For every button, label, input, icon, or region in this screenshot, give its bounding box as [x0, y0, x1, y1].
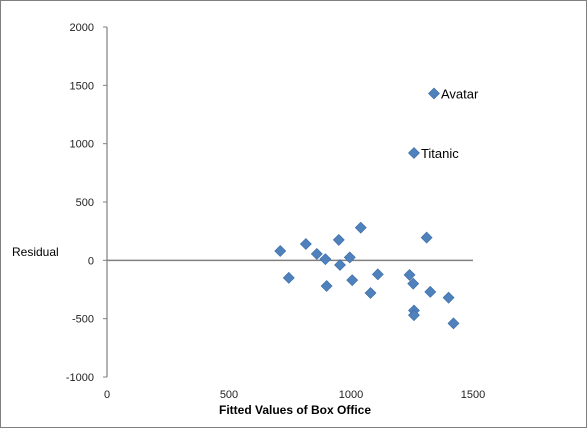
- point-labels: Titanic Avatar: [421, 87, 479, 162]
- y-tick-label: -500: [72, 314, 94, 326]
- data-point: [332, 233, 345, 246]
- data-point: [408, 309, 420, 322]
- data-point: [354, 221, 367, 234]
- data-point: [403, 268, 416, 281]
- data-points: [274, 87, 460, 330]
- data-point: [274, 245, 287, 257]
- x-tick-label: 500: [220, 389, 238, 401]
- y-axis-ticks: 2000 1500 1000 500 0 -500 -1000: [66, 22, 107, 384]
- x-tick-label: 0: [104, 389, 110, 401]
- data-point: [442, 291, 455, 304]
- y-tick-label: 2000: [70, 22, 94, 34]
- data-point: [408, 147, 420, 159]
- data-point: [420, 231, 433, 244]
- y-tick-label: 0: [88, 255, 94, 267]
- data-point: [334, 259, 346, 271]
- data-point: [320, 280, 333, 292]
- y-tick-label: 500: [76, 197, 94, 209]
- data-point: [447, 317, 460, 330]
- x-tick-label: 1500: [461, 389, 485, 401]
- y-tick-label: -1000: [66, 372, 94, 384]
- y-tick-label: 1500: [70, 80, 94, 92]
- y-tick-label: 1000: [70, 139, 94, 151]
- point-label: Titanic: [421, 146, 459, 161]
- data-point: [319, 253, 332, 266]
- data-point: [299, 238, 312, 250]
- y-axis-label: Residual: [12, 245, 59, 259]
- data-point: [428, 87, 440, 100]
- data-point: [371, 268, 384, 281]
- data-point: [282, 271, 295, 284]
- x-tick-label: 1000: [339, 389, 363, 401]
- data-point: [424, 285, 437, 298]
- x-axis-label: Fitted Values of Box Office: [219, 403, 371, 417]
- point-label: Avatar: [441, 87, 479, 102]
- data-point: [364, 287, 377, 299]
- x-axis-ticks: 0 500 1000 1500: [104, 389, 485, 401]
- data-point: [346, 274, 359, 287]
- data-point: [407, 277, 420, 290]
- data-point: [343, 251, 356, 264]
- data-point: [310, 247, 323, 260]
